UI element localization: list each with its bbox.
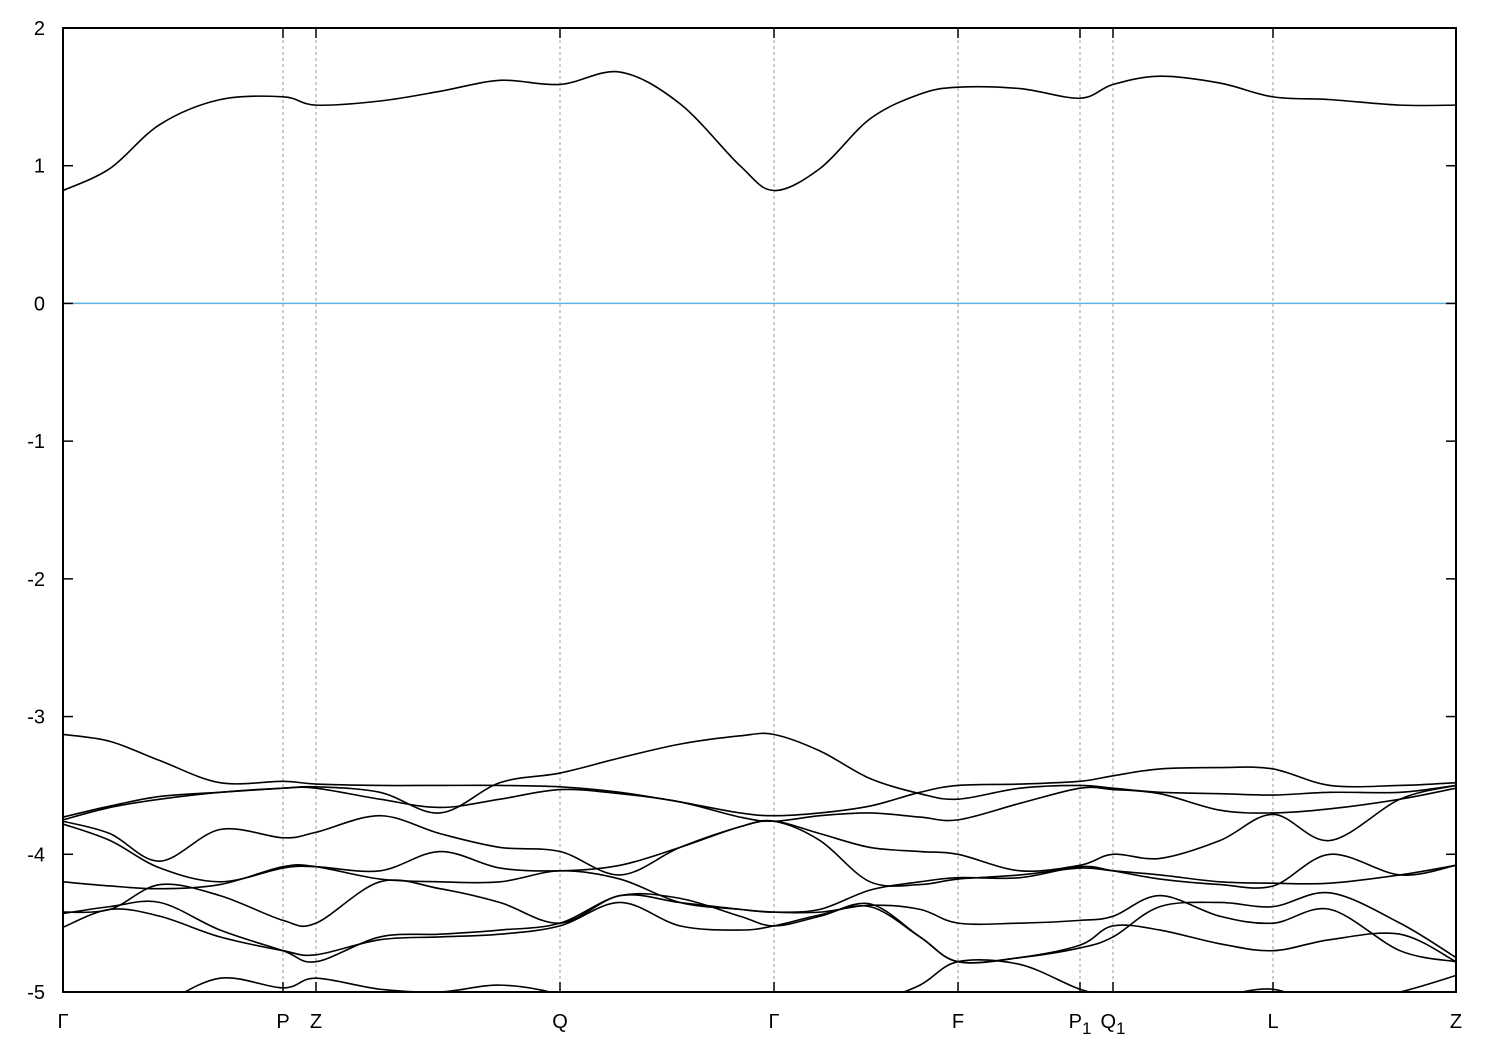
x-tick-label: F [952,1011,964,1033]
y-tick-label: -4 [27,844,45,866]
valence-band [63,733,1456,817]
kpoint-gridlines [282,28,1274,992]
x-tick-label: Z [1450,1011,1462,1033]
x-tick-label: Q [552,1011,568,1033]
y-tick-label: 1 [34,156,45,178]
x-axis: Γ P Z Q Γ F P1 Q1 L Z [57,28,1462,1038]
x-tick-label: Q1 [1100,1011,1125,1038]
y-tick-label: -1 [27,431,45,453]
y-tick-label: -5 [27,982,45,1004]
valence-band [63,901,1456,964]
x-tick-label: P [276,1011,289,1033]
valence-band [63,891,1456,964]
y-tick-label: -3 [27,707,45,729]
valence-band [63,879,1456,963]
valence-band [63,732,1456,818]
valence-band [63,784,1456,876]
y-axis: 2 1 0 -1 -2 -3 -4 -5 [27,18,1456,1004]
valence-band [183,959,1456,992]
x-tick-label: Γ [768,1011,779,1033]
conduction-band [63,70,1456,192]
bands [63,70,1456,992]
x-tick-label: L [1267,1011,1278,1033]
y-tick-label: 2 [34,18,45,40]
valence-band [63,786,1456,823]
y-tick-label: -2 [27,569,45,591]
plot-frame [62,27,1457,993]
y-tick-label: 0 [34,293,45,315]
x-tick-label: P1 [1069,1011,1092,1038]
x-tick-label: Γ [57,1011,68,1033]
x-tick-label: Z [310,1011,322,1033]
valence-band [63,819,1456,887]
